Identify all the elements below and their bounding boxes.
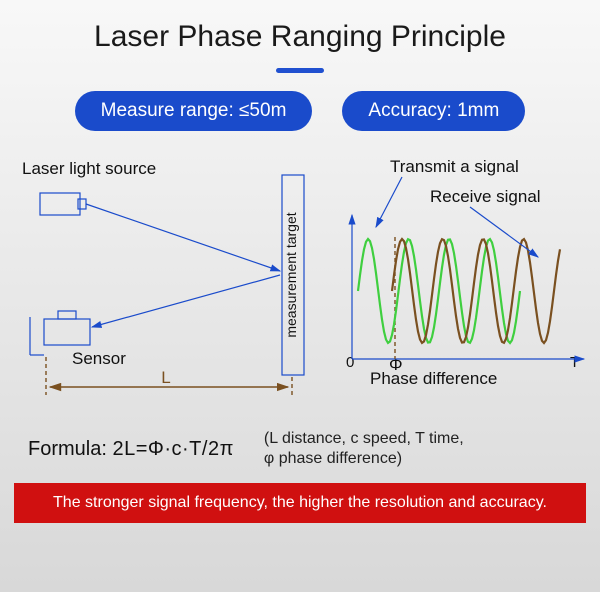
label-target: measurement target	[283, 212, 299, 337]
diagram-area: Laser light source Sensor Transmit a sig…	[0, 159, 600, 419]
bottom-banner: The stronger signal frequency, the highe…	[14, 483, 586, 523]
formula-expr: 2L=Φ·c·T/2π	[112, 438, 233, 460]
accuracy-pill: Accuracy: 1mm	[342, 91, 525, 131]
formula-prefix: Formula:	[28, 438, 107, 460]
title-underline	[276, 68, 324, 73]
formula-definition: (L distance, c speed, T time, φ phase di…	[264, 429, 464, 469]
range-pill: Measure range: ≤50m	[75, 91, 313, 131]
formula-row: Formula: 2L=Φ·c·T/2π (L distance, c spee…	[0, 429, 600, 469]
label-L: L	[161, 368, 170, 387]
spec-pill-row: Measure range: ≤50m Accuracy: 1mm	[0, 91, 600, 131]
page-title: Laser Phase Ranging Principle	[0, 0, 600, 54]
diagram-svg: measurement target L	[0, 159, 600, 419]
formula: Formula: 2L=Φ·c·T/2π	[28, 438, 234, 461]
